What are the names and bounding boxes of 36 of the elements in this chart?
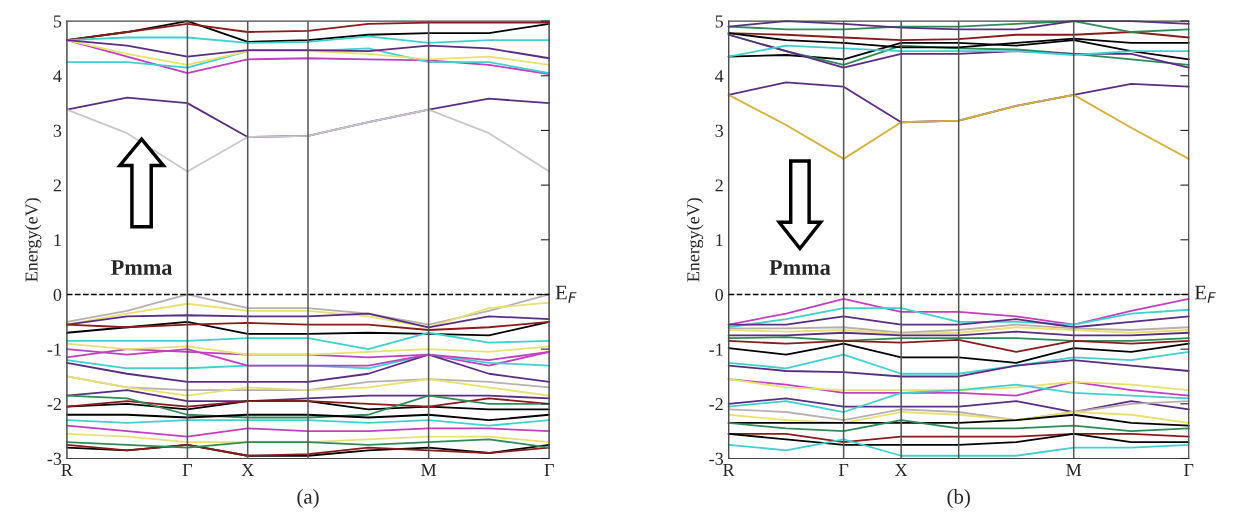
y-axis-title: Energy(eV): [24, 198, 42, 282]
x-tick-label: Γ: [838, 464, 849, 476]
ref-line-label: E$_{F}$: [555, 285, 577, 303]
y-tick-label: -1: [709, 343, 723, 356]
x-tick-label: M: [421, 464, 437, 476]
x-tick-label: Γ: [544, 464, 554, 476]
y-tick-label: 4: [53, 70, 62, 83]
annotation: Pmma: [769, 260, 831, 275]
x-tick-label: X: [895, 464, 908, 476]
y-tick-label: -2: [47, 398, 61, 411]
y-tick-label: -3: [709, 452, 724, 465]
y-tick-label: -1: [47, 343, 61, 356]
y-tick-label: 3: [53, 124, 62, 137]
y-tick-label: 0: [53, 288, 62, 301]
x-tick-label: R: [723, 464, 735, 476]
ref-line-label: E$_{F}$: [1194, 285, 1216, 303]
x-tick-label: X: [241, 464, 254, 476]
y-tick-label: 5: [715, 15, 724, 28]
y-tick-label: 3: [715, 124, 724, 137]
y-tick-label: 5: [53, 15, 62, 28]
x-tick-label: R: [61, 464, 73, 476]
y-tick-label: 1: [716, 234, 723, 247]
y-tick-label: -3: [47, 452, 62, 465]
y-tick-label: 1: [54, 234, 61, 247]
x-tick-label: M: [1066, 464, 1082, 476]
y-tick-label: 2: [53, 179, 61, 192]
x-tick-label: Γ: [1184, 464, 1194, 476]
y-tick-label: 4: [715, 70, 724, 83]
y-tick-label: 0: [715, 288, 724, 301]
y-tick-label: -2: [709, 398, 723, 411]
text: (a): [297, 489, 319, 508]
text: (b): [947, 489, 970, 508]
y-tick-label: 2: [715, 179, 723, 192]
annotation: Pmma: [111, 260, 173, 275]
x-tick-label: Γ: [182, 464, 193, 476]
y-axis-title: Energy(eV): [686, 198, 704, 282]
